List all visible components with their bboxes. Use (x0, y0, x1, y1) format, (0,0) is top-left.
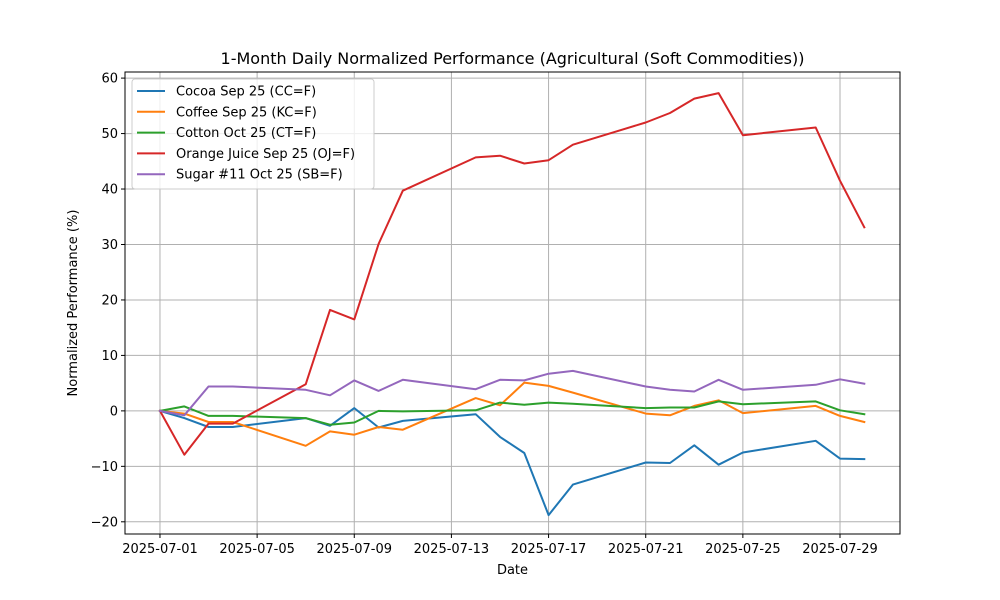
y-axis-ticks: −20 −10 0 10 20 30 40 50 60 (91, 72, 125, 530)
chart-title: 1-Month Daily Normalized Performance (Ag… (221, 49, 805, 68)
y-tick-label: 30 (101, 238, 118, 253)
y-tick-label: 20 (101, 293, 118, 308)
x-tick-label: 2025-07-21 (608, 542, 684, 557)
y-tick-label: −10 (91, 460, 118, 475)
series-cotton-oct-25-ct-f (158, 400, 866, 426)
legend-label: Coffee Sep 25 (KC=F) (176, 105, 317, 120)
series-lines (158, 92, 866, 517)
legend-label: Sugar #11 Oct 25 (SB=F) (176, 168, 343, 183)
y-tick-label: 40 (101, 183, 118, 198)
x-tick-label: 2025-07-09 (316, 542, 392, 557)
x-tick-label: 2025-07-25 (705, 542, 781, 557)
plot-area-frame (124, 71, 901, 535)
legend-item: Coffee Sep 25 (KC=F) (137, 105, 317, 120)
x-tick-label: 2025-07-29 (802, 542, 878, 557)
series-cocoa-sep-25-cc-f (158, 407, 866, 517)
x-tick-label: 2025-07-17 (511, 542, 587, 557)
series-line (158, 400, 866, 426)
series-line (158, 381, 866, 447)
legend-label: Cocoa Sep 25 (CC=F) (176, 85, 316, 100)
y-tick-label: −20 (91, 515, 118, 530)
series-line (158, 407, 866, 517)
y-tick-label: 50 (101, 127, 118, 142)
y-tick-label: 0 (110, 404, 118, 419)
y-tick-label: 60 (101, 72, 118, 87)
legend: Cocoa Sep 25 (CC=F) Coffee Sep 25 (KC=F) C… (131, 78, 375, 190)
legend-box (131, 78, 375, 190)
series-line (158, 369, 866, 417)
series-orange-juice-sep-25-oj-f (158, 92, 866, 456)
legend-item: Cotton Oct 25 (CT=F) (137, 126, 316, 141)
series-sugar-11-oct-25-sb-f (158, 369, 866, 417)
legend-label: Cotton Oct 25 (CT=F) (176, 126, 316, 141)
x-axis-label: Date (497, 563, 528, 578)
x-tick-label: 2025-07-05 (219, 542, 295, 557)
x-tick-label: 2025-07-13 (414, 542, 490, 557)
y-axis-label: Normalized Performance (%) (66, 210, 81, 397)
y-tick-label: 10 (101, 349, 118, 364)
x-axis-ticks: 2025-07-01 2025-07-05 2025-07-09 2025-07-13… (122, 534, 878, 557)
legend-item: Orange Juice Sep 25 (OJ=F) (137, 147, 355, 162)
series-line (158, 92, 866, 456)
legend-label: Orange Juice Sep 25 (OJ=F) (176, 147, 355, 162)
legend-item: Sugar #11 Oct 25 (SB=F) (137, 168, 343, 183)
legend-item: Cocoa Sep 25 (CC=F) (137, 85, 316, 100)
x-tick-label: 2025-07-01 (122, 542, 198, 557)
